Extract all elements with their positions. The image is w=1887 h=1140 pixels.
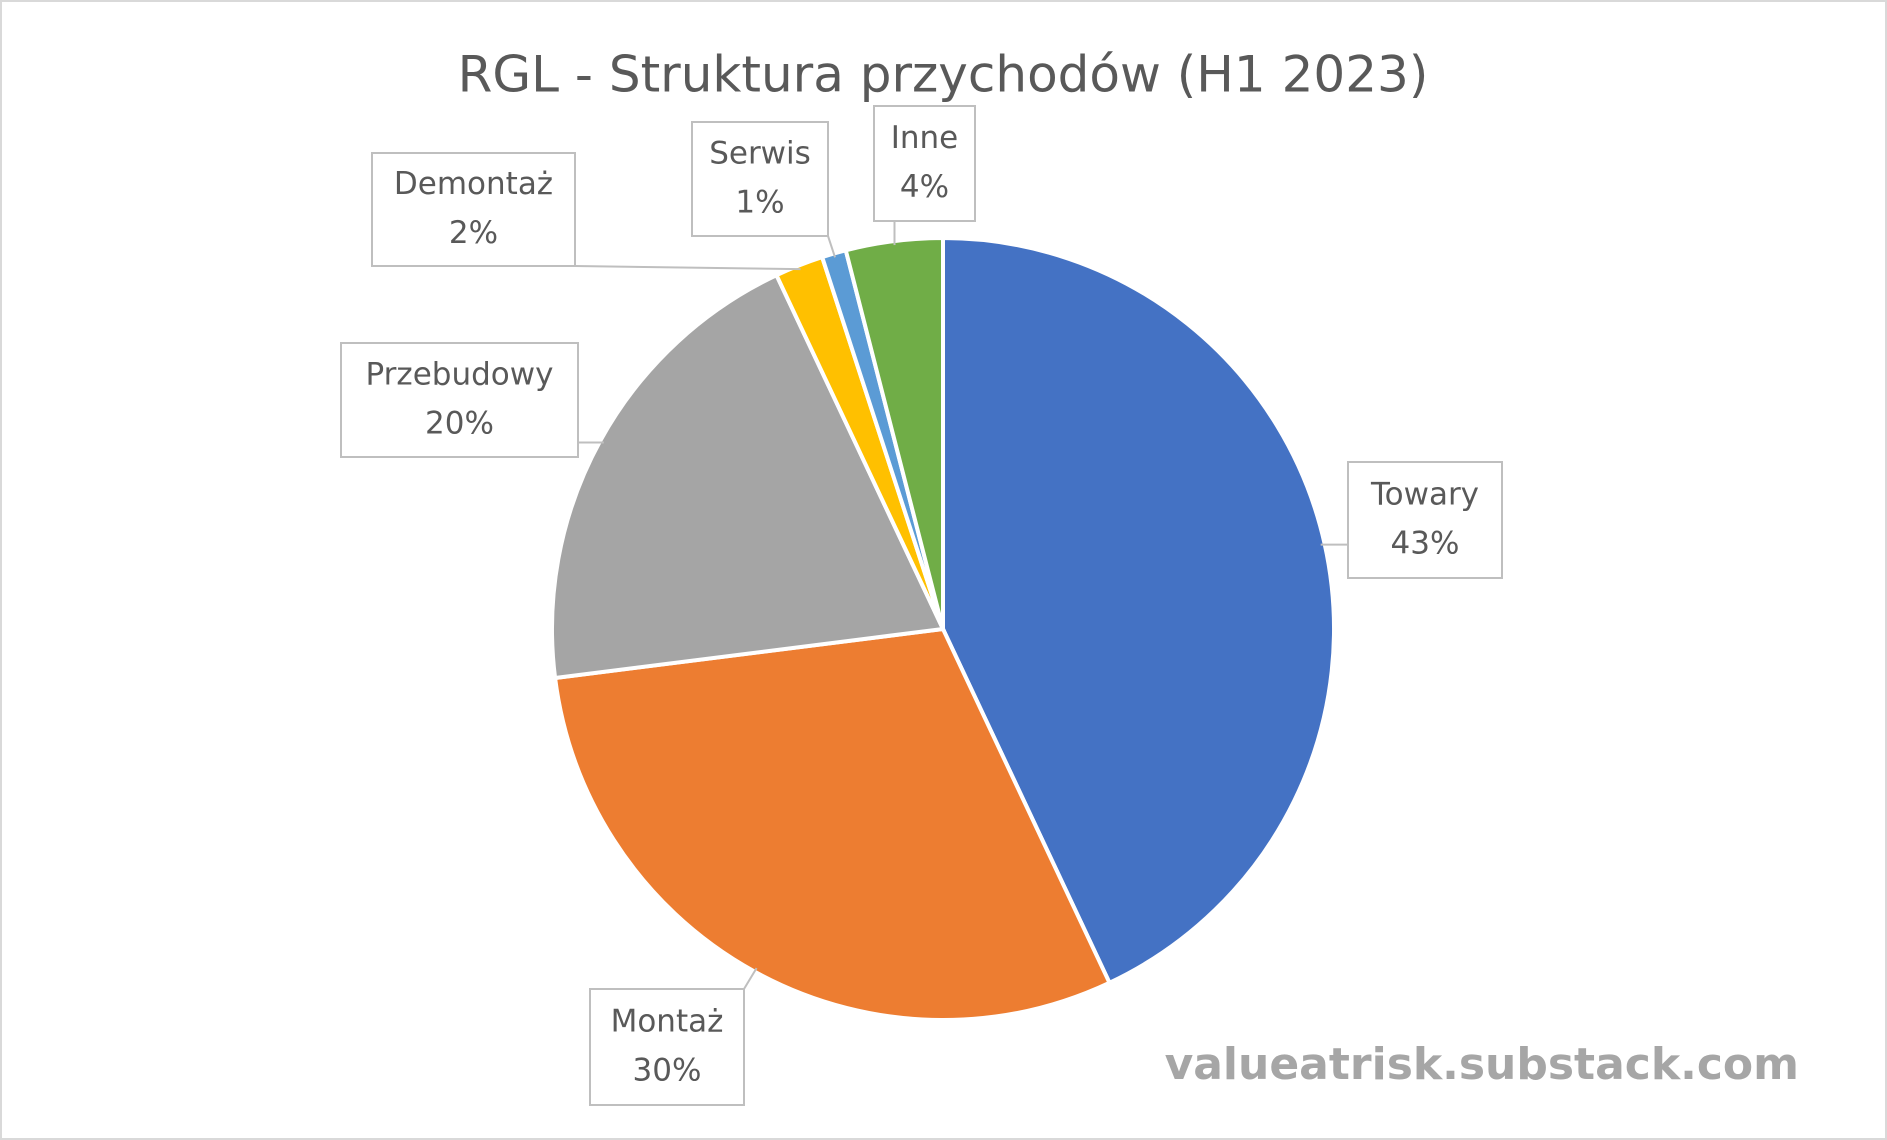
leader-line	[743, 967, 758, 990]
data-label-value: 1%	[735, 185, 784, 221]
data-label-name: Serwis	[709, 136, 811, 172]
data-label-value: 4%	[900, 169, 949, 205]
data-label-name: Inne	[891, 120, 959, 156]
pie-slice	[550, 272, 946, 681]
data-label-name: Demontaż	[394, 166, 553, 202]
data-label-value: 30%	[633, 1053, 702, 1089]
label-box	[340, 342, 579, 458]
label-box	[589, 988, 745, 1106]
data-label-name: Montaż	[611, 1004, 724, 1040]
label-box	[873, 105, 976, 222]
leader-line	[827, 235, 836, 258]
leader-line	[574, 265, 801, 271]
watermark: valueatrisk.substack.com	[1165, 1039, 1799, 1090]
data-label-value: 43%	[1391, 526, 1460, 562]
label-box	[691, 121, 829, 237]
data-label-name: Przebudowy	[366, 357, 554, 393]
chart-title: RGL - Struktura przychodów (H1 2023)	[458, 46, 1429, 104]
data-label-name: Towary	[1370, 477, 1479, 513]
data-label-value: 2%	[449, 215, 498, 251]
label-box	[1347, 461, 1503, 579]
label-box	[371, 152, 576, 267]
data-label-value: 20%	[425, 406, 494, 442]
